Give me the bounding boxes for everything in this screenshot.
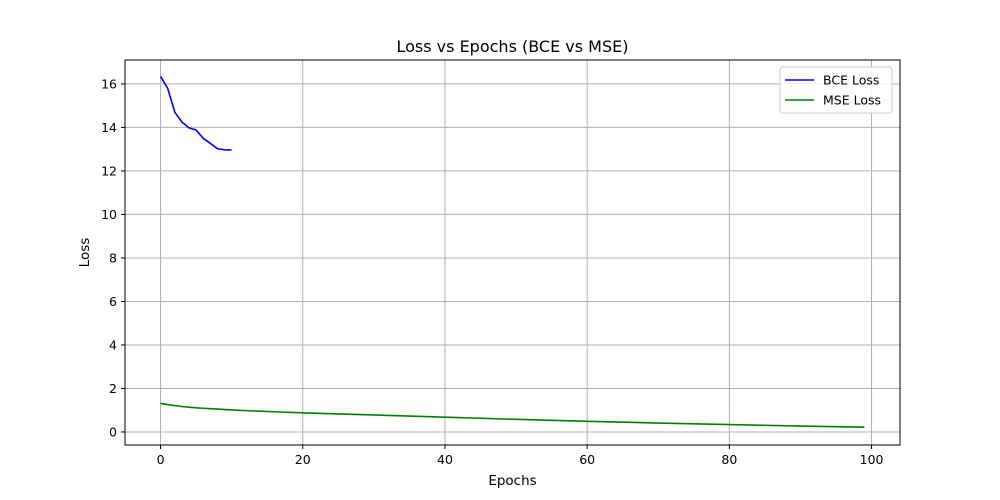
series-lines [159, 75, 865, 428]
y-tick-label: 12 [101, 163, 117, 178]
x-tick-label: 80 [721, 452, 737, 467]
x-tick-label: 0 [157, 452, 165, 467]
y-axis-label: Loss [77, 238, 93, 268]
series-line-mse-loss [160, 402, 865, 428]
series-line-bce-loss [159, 75, 232, 151]
x-axis-label: Epochs [488, 473, 536, 489]
plot-frame [124, 59, 901, 446]
y-tick-label: 0 [109, 424, 117, 439]
x-tick-label: 60 [579, 452, 595, 467]
y-tick-label: 6 [109, 294, 117, 309]
x-tick-label: 20 [295, 452, 311, 467]
legend-label-bce-loss: BCE Loss [823, 73, 879, 88]
grid [125, 60, 900, 445]
chart-title: Loss vs Epochs (BCE vs MSE) [397, 37, 629, 56]
legend-label-mse-loss: MSE Loss [823, 93, 881, 108]
legend: BCE Loss MSE Loss [779, 66, 893, 114]
y-tick-label: 8 [109, 250, 117, 265]
x-tick-label: 100 [860, 452, 884, 467]
x-tick-label: 40 [437, 452, 453, 467]
y-tick-label: 2 [109, 381, 117, 396]
y-tick-label: 10 [101, 207, 117, 222]
y-tick-label: 14 [101, 120, 117, 135]
y-tick-label: 16 [101, 76, 117, 91]
axis-ticks: 0 20 40 60 80 100 0 2 4 6 8 10 12 14 16 [101, 76, 883, 467]
y-tick-label: 4 [109, 337, 117, 352]
legend-box [779, 66, 893, 114]
